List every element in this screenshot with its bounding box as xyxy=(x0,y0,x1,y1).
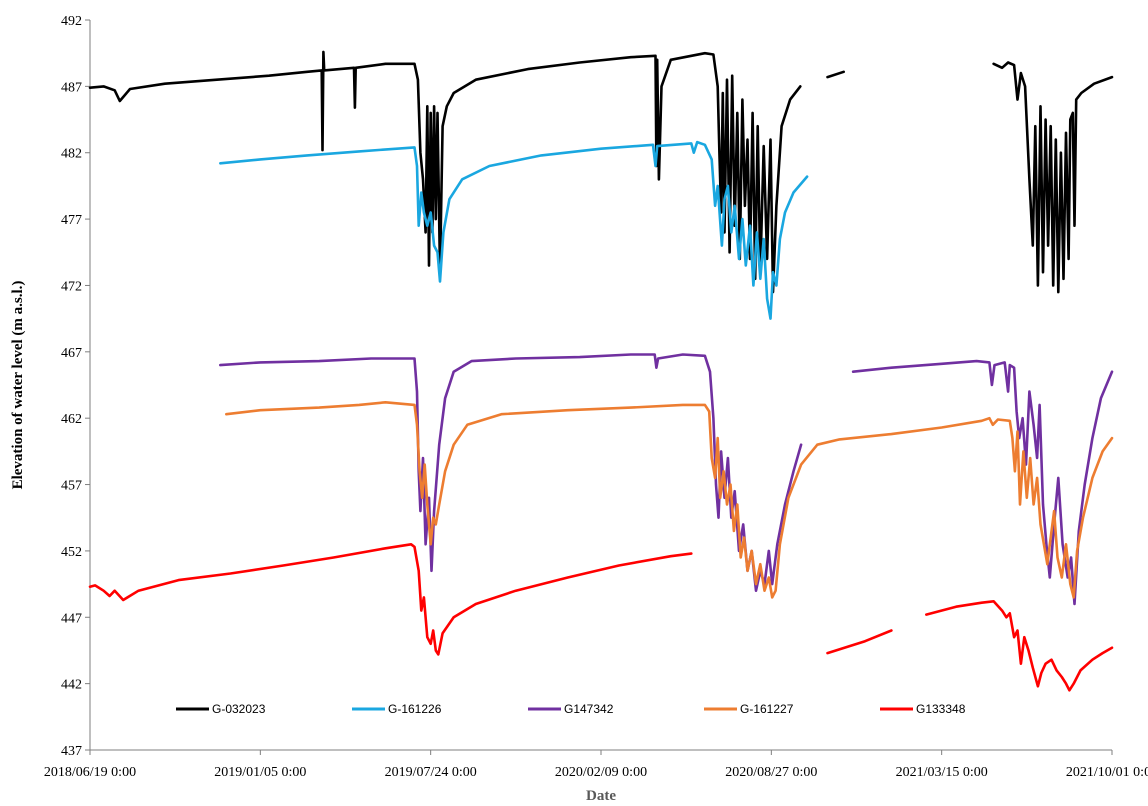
x-tick-label: 2021/10/01 0:00 xyxy=(1066,765,1148,780)
series-line-segment xyxy=(88,543,693,656)
series-line-segment xyxy=(225,401,1114,599)
y-axis-title: Elevation of water level (m a.s.l.) xyxy=(10,281,26,490)
y-tick-label: 482 xyxy=(61,147,82,162)
series-line-segment xyxy=(219,140,809,320)
y-tick-label: 492 xyxy=(61,14,82,29)
legend-label: G-161227 xyxy=(740,702,794,716)
x-tick-label: 2021/03/15 0:00 xyxy=(896,765,988,780)
series-line-segment xyxy=(925,600,1114,692)
y-tick-label: 447 xyxy=(61,611,82,626)
x-tick-label: 2020/02/09 0:00 xyxy=(555,765,647,780)
series-g-161226 xyxy=(219,140,809,320)
y-tick-label: 462 xyxy=(61,412,82,427)
y-tick-label: 477 xyxy=(61,213,82,228)
y-tick-label: 457 xyxy=(61,479,82,494)
x-ticks: 2018/06/19 0:00 2019/01/05 0:00 2019/07/24… xyxy=(44,750,1148,780)
series-g133348 xyxy=(88,543,1114,692)
axes xyxy=(89,20,1112,751)
series-line-segment xyxy=(219,353,803,592)
y-tick-label: 452 xyxy=(61,545,82,560)
series-line-segment xyxy=(826,629,893,655)
series-line-segment xyxy=(88,50,802,294)
legend: G-032023 G-161226 G147342 G-161227 G133348 xyxy=(176,702,966,716)
series-g147342 xyxy=(219,353,1114,606)
y-tick-label: 487 xyxy=(61,80,82,95)
series-layer xyxy=(88,50,1114,692)
x-axis-title: Date xyxy=(586,788,616,804)
legend-label: G-032023 xyxy=(212,702,266,716)
x-tick-label: 2019/07/24 0:00 xyxy=(385,765,477,780)
series-g-161227 xyxy=(225,401,1114,599)
series-line-segment xyxy=(851,359,1114,606)
legend-label: G-161226 xyxy=(388,702,442,716)
x-tick-label: 2019/01/05 0:00 xyxy=(214,765,306,780)
y-ticks: 437 442 447 452 457 462 467 472 477 482 487 492 xyxy=(61,14,90,759)
series-g-032023 xyxy=(88,50,1114,294)
y-tick-label: 437 xyxy=(61,744,82,759)
y-tick-label: 472 xyxy=(61,279,82,294)
x-tick-label: 2018/06/19 0:00 xyxy=(44,765,136,780)
series-line-segment xyxy=(826,70,845,79)
legend-label: G133348 xyxy=(916,702,966,716)
y-tick-label: 442 xyxy=(61,678,82,693)
y-tick-label: 467 xyxy=(61,346,82,361)
legend-label: G147342 xyxy=(564,702,614,716)
x-tick-label: 2020/08/27 0:00 xyxy=(725,765,817,780)
series-line-segment xyxy=(992,61,1114,294)
